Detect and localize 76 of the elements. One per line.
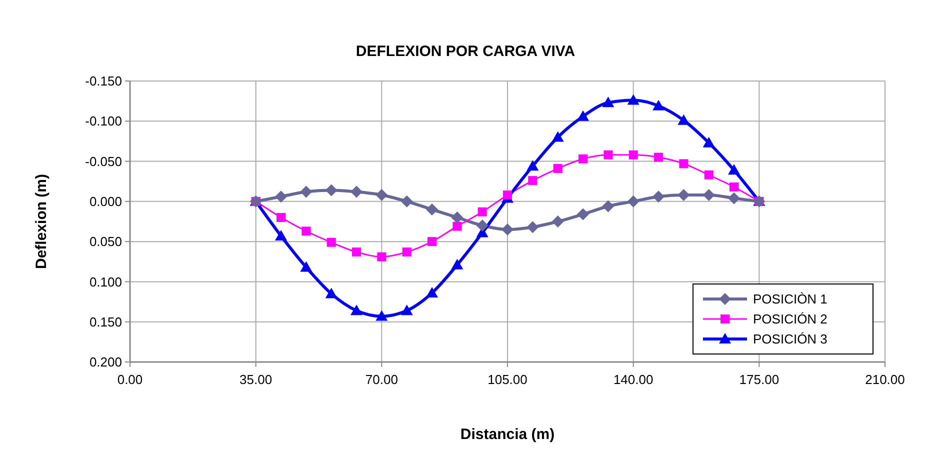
point: [553, 164, 562, 174]
point: [452, 222, 462, 231]
point: [578, 154, 588, 164]
point: [400, 195, 413, 208]
point: [654, 152, 663, 162]
y-tick-label: 0.200: [89, 354, 122, 370]
x-tick-label: 70.00: [365, 372, 398, 387]
point: [300, 261, 312, 272]
point: [702, 189, 715, 202]
y-tick-label: 0.050: [89, 234, 122, 250]
point: [702, 136, 715, 148]
point: [478, 207, 487, 216]
x-tick-label: 0.00: [117, 372, 143, 387]
point: [325, 184, 338, 196]
chart-title: DEFLEXION POR CARGA VIVA: [356, 43, 576, 60]
point: [451, 211, 464, 224]
point: [502, 224, 514, 236]
point: [652, 190, 664, 203]
point: [476, 220, 488, 232]
legend-label: POSICIÓN 3: [753, 332, 828, 347]
point: [300, 186, 312, 198]
legend-label: POSICIÒN 1: [753, 292, 828, 307]
point: [678, 114, 690, 125]
point: [652, 100, 664, 110]
y-tick-label: 0.000: [89, 194, 122, 209]
point: [552, 216, 564, 228]
point: [528, 176, 538, 186]
point: [704, 170, 714, 180]
point: [350, 186, 362, 198]
x-tick-label: 175.00: [739, 372, 780, 387]
point: [628, 150, 638, 160]
x-tick-label: 210.00: [865, 372, 905, 387]
point: [428, 237, 436, 246]
y-tick-label: 0.150: [89, 314, 122, 330]
point: [678, 189, 690, 202]
point: [602, 96, 614, 108]
point: [426, 203, 438, 216]
y-tick-label: -0.050: [85, 154, 122, 169]
legend-label: POSICIÓN 2: [753, 312, 828, 327]
point: [604, 150, 613, 160]
x-axis-title: Distancia (m): [460, 426, 555, 443]
point: [730, 182, 738, 192]
point: [402, 248, 412, 257]
y-tick-label: -0.150: [85, 74, 122, 89]
point: [350, 304, 362, 316]
point: [325, 288, 338, 298]
point: [526, 221, 539, 234]
point: [728, 192, 740, 204]
point: [627, 94, 640, 105]
x-tick-label: 105.00: [488, 372, 528, 387]
point: [679, 159, 688, 168]
point: [326, 238, 336, 247]
point: [451, 258, 464, 270]
point: [275, 230, 287, 240]
point: [526, 160, 539, 171]
point: [426, 286, 438, 298]
point: [552, 131, 564, 142]
point: [275, 190, 287, 203]
point: [728, 164, 740, 175]
point: [577, 208, 589, 220]
point: [276, 212, 286, 222]
point: [376, 310, 388, 321]
point: [302, 226, 311, 236]
point: [602, 200, 614, 212]
point: [400, 304, 413, 316]
y-tick-label: 0.100: [89, 274, 122, 290]
point: [503, 190, 512, 200]
point: [376, 189, 388, 202]
x-tick-label: 140.00: [613, 372, 654, 387]
x-tick-label: 35.00: [240, 372, 272, 387]
point: [627, 195, 640, 208]
y-tick-label: -0.100: [85, 114, 122, 129]
y-axis-title: Deflexion (m): [33, 174, 50, 270]
point: [377, 252, 386, 262]
point: [352, 248, 361, 257]
point: [577, 110, 589, 121]
